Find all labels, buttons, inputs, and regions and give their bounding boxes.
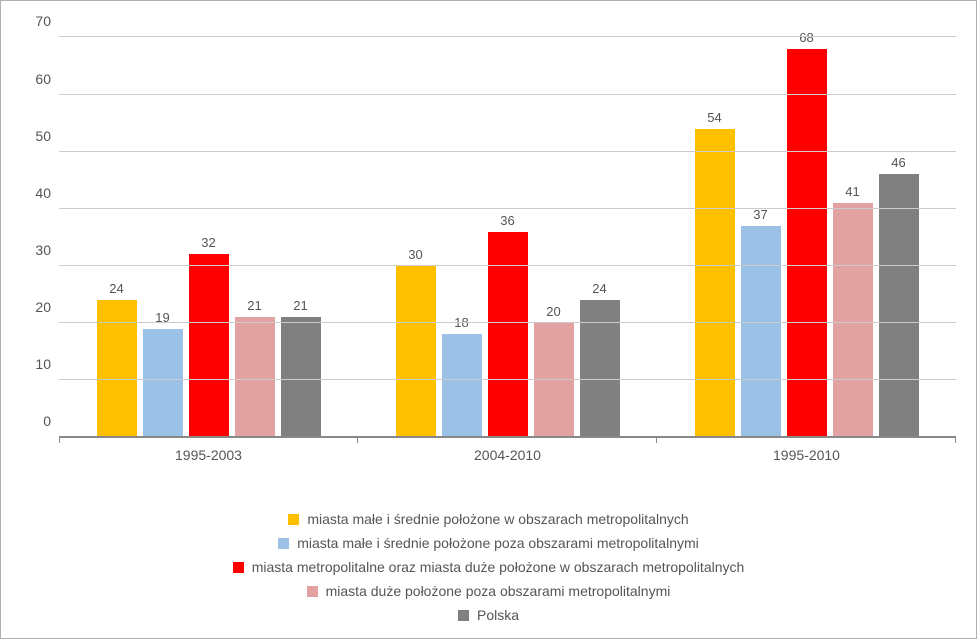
- legend-label: Polska: [477, 607, 519, 623]
- bar: 21: [281, 317, 321, 437]
- legend-item: miasta metropolitalne oraz miasta duże p…: [233, 559, 745, 575]
- bar: 37: [741, 226, 781, 437]
- bars: 5437684146: [657, 26, 956, 437]
- legend-label: miasta małe i średnie położone poza obsz…: [297, 535, 699, 551]
- gridline: [59, 94, 956, 95]
- bar: 41: [833, 203, 873, 437]
- bar: 20: [534, 323, 574, 437]
- bar-group: 30183620242004-2010: [358, 26, 657, 437]
- bar: 32: [189, 254, 229, 437]
- gridline: [59, 208, 956, 209]
- xtick-label: 1995-2010: [657, 437, 956, 463]
- bar: 46: [879, 174, 919, 437]
- legend-label: miasta duże położone poza obszarami metr…: [326, 583, 671, 599]
- legend-swatch: [307, 586, 318, 597]
- legend: miasta małe i średnie położone w obszara…: [1, 511, 976, 623]
- bar-value-label: 32: [201, 235, 215, 254]
- legend-item: Polska: [458, 607, 519, 623]
- legend-item: miasta małe i średnie położone poza obsz…: [278, 535, 699, 551]
- legend-swatch: [458, 610, 469, 621]
- bar-value-label: 37: [753, 207, 767, 226]
- bar: 19: [143, 329, 183, 437]
- bar-group: 54376841461995-2010: [657, 26, 956, 437]
- ytick-label: 60: [35, 71, 59, 87]
- ytick-label: 10: [35, 356, 59, 372]
- bar-value-label: 24: [592, 281, 606, 300]
- ytick-label: 50: [35, 128, 59, 144]
- ytick-label: 0: [43, 413, 59, 429]
- bar-value-label: 24: [109, 281, 123, 300]
- bar-value-label: 41: [845, 184, 859, 203]
- bars: 2419322121: [59, 26, 358, 437]
- ytick-label: 70: [35, 13, 59, 29]
- bar-value-label: 21: [293, 298, 307, 317]
- bar-value-label: 19: [155, 310, 169, 329]
- xtick-label: 2004-2010: [358, 437, 657, 463]
- legend-item: miasta duże położone poza obszarami metr…: [307, 583, 671, 599]
- gridline: [59, 322, 956, 323]
- ytick-label: 30: [35, 242, 59, 258]
- bar-value-label: 46: [891, 155, 905, 174]
- bar: 54: [695, 129, 735, 437]
- legend-swatch: [288, 514, 299, 525]
- gridline: [59, 265, 956, 266]
- bar-value-label: 21: [247, 298, 261, 317]
- bar-value-label: 54: [707, 110, 721, 129]
- bar: 30: [396, 266, 436, 437]
- bar: 36: [488, 232, 528, 438]
- bar-value-label: 68: [799, 30, 813, 49]
- legend-item: miasta małe i średnie położone w obszara…: [288, 511, 688, 527]
- xtick-label: 1995-2003: [59, 437, 358, 463]
- ytick-label: 20: [35, 299, 59, 315]
- bar-value-label: 18: [454, 315, 468, 334]
- legend-label: miasta małe i średnie położone w obszara…: [307, 511, 688, 527]
- ytick-label: 40: [35, 185, 59, 201]
- gridline: [59, 36, 956, 37]
- bars: 3018362024: [358, 26, 657, 437]
- bar-groups: 24193221211995-200330183620242004-201054…: [59, 26, 956, 437]
- bar-value-label: 30: [408, 247, 422, 266]
- gridline: [59, 151, 956, 152]
- gridline: [59, 379, 956, 380]
- gridline: [59, 436, 956, 437]
- legend-swatch: [278, 538, 289, 549]
- bar: 18: [442, 334, 482, 437]
- legend-label: miasta metropolitalne oraz miasta duże p…: [252, 559, 745, 575]
- plot-area: 24193221211995-200330183620242004-201054…: [59, 26, 956, 438]
- bar-group: 24193221211995-2003: [59, 26, 358, 437]
- chart-container: 24193221211995-200330183620242004-201054…: [0, 0, 977, 639]
- bar-value-label: 20: [546, 304, 560, 323]
- bar-value-label: 36: [500, 213, 514, 232]
- bar: 24: [97, 300, 137, 437]
- legend-swatch: [233, 562, 244, 573]
- bar: 24: [580, 300, 620, 437]
- bar: 21: [235, 317, 275, 437]
